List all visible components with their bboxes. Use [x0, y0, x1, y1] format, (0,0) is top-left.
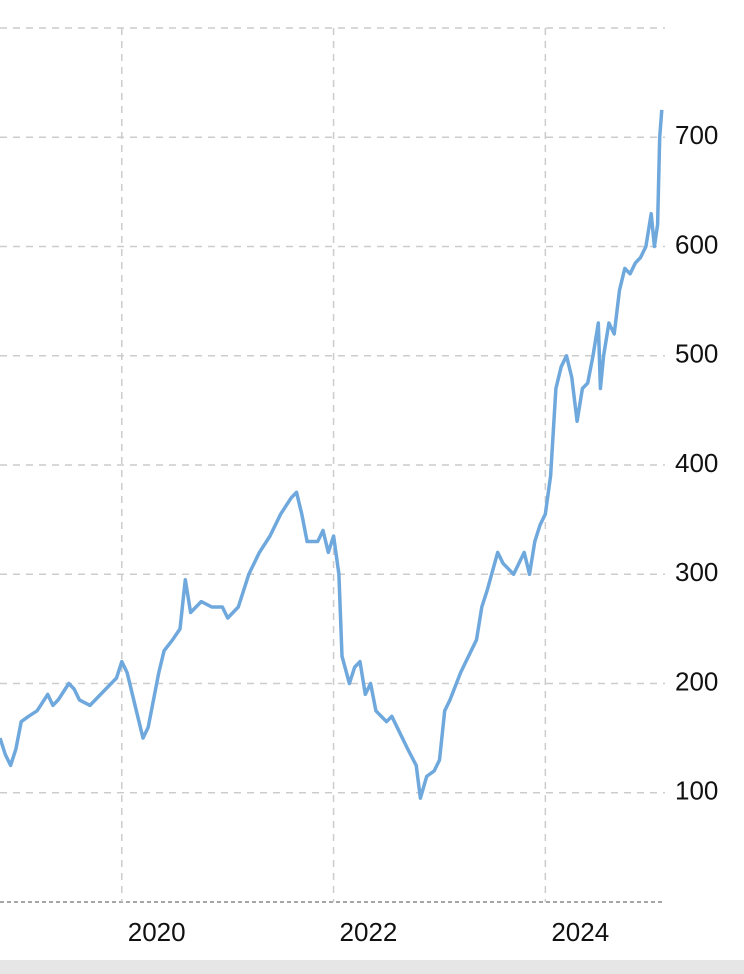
y-tick-label: 300	[675, 557, 718, 587]
x-tick-label: 2020	[128, 917, 186, 947]
y-tick-label: 200	[675, 666, 718, 696]
y-tick-label: 700	[675, 120, 718, 150]
y-tick-label: 100	[675, 776, 718, 806]
y-tick-label: 500	[675, 339, 718, 369]
x-tick-label: 2024	[551, 917, 609, 947]
y-tick-label: 600	[675, 229, 718, 259]
price-line	[0, 109, 664, 800]
scrollbar	[0, 960, 744, 974]
y-tick-label: 400	[675, 448, 718, 478]
x-tick-label: 2022	[340, 917, 398, 947]
